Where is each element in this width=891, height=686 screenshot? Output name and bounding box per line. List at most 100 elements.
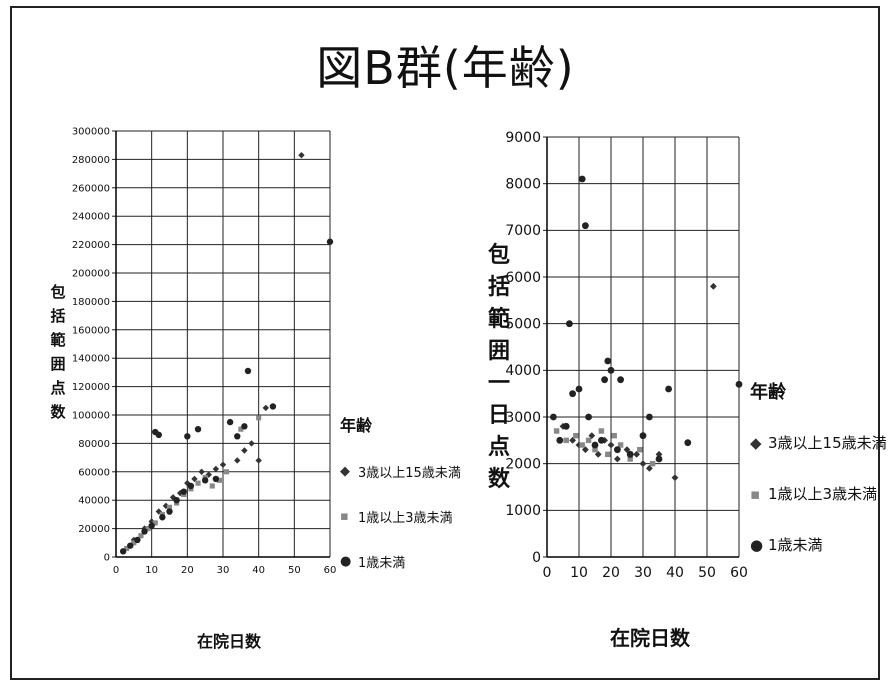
data-point	[191, 475, 198, 483]
x-tick-label: 10	[145, 565, 158, 576]
y-tick-label: 1000	[505, 503, 541, 519]
x-axis-label-left: 在院日数	[197, 632, 262, 651]
x-axis-label-right: 在院日数	[610, 626, 690, 650]
y-tick-label: 120000	[72, 382, 110, 393]
data-point	[209, 483, 215, 489]
scatter-chart-left: 0 20000 40000 60000 80000 100000 120000 140000 1…	[72, 127, 337, 577]
legend-item: ▪ 1歳以上3歳未満	[340, 507, 461, 526]
y-axis-label-char: 数	[50, 403, 66, 421]
y-axis-label-char: 包	[487, 243, 510, 268]
data-point	[145, 526, 151, 532]
data-point	[649, 460, 656, 467]
data-point	[141, 528, 148, 535]
x-tick-label: 40	[666, 565, 684, 581]
y-tick-label: 100000	[72, 411, 110, 422]
y-tick-label: 180000	[72, 297, 110, 308]
data-point	[627, 456, 633, 462]
x-tick-label: 50	[288, 565, 301, 576]
circle-marker-icon: ●	[750, 535, 764, 554]
y-axis-label-char: 点	[50, 379, 66, 397]
slide-frame	[10, 6, 880, 680]
data-point	[665, 385, 672, 393]
data-point	[735, 380, 743, 388]
data-point	[591, 441, 599, 449]
data-point	[598, 436, 605, 444]
legend-label: 1歳未満	[768, 536, 823, 554]
data-point	[234, 433, 241, 440]
data-point	[556, 436, 564, 444]
data-point	[201, 477, 209, 484]
data-point	[224, 469, 230, 475]
data-point	[134, 536, 141, 544]
data-point	[611, 432, 617, 439]
data-point	[585, 437, 592, 444]
data-point	[614, 455, 621, 463]
data-point	[569, 390, 576, 398]
data-point	[248, 440, 255, 447]
square-marker-icon: ▪	[750, 484, 761, 503]
y-tick-label: 60000	[78, 467, 110, 478]
data-point	[241, 447, 248, 454]
legend-item: ◆ 3歳以上15歳未満	[340, 462, 461, 481]
data-point	[226, 418, 234, 426]
data-point	[639, 460, 647, 468]
data-point	[550, 413, 557, 421]
data-point	[563, 437, 569, 444]
data-point	[575, 441, 583, 449]
data-point	[594, 450, 602, 458]
y-axis-label-char: 括	[50, 307, 66, 325]
x-tick-label: 60	[730, 565, 748, 581]
data-point	[155, 431, 162, 439]
y-axis-label-char: 範	[487, 307, 510, 332]
legend-label: 1歳以上3歳未満	[768, 485, 878, 503]
y-axis-label-char: 囲	[487, 339, 510, 364]
legend-title: 年齢	[750, 382, 786, 403]
y-tick-label: 280000	[72, 155, 110, 166]
y-axis-label-char: 括	[487, 275, 510, 300]
data-point	[244, 367, 252, 375]
data-point	[152, 520, 158, 526]
data-point	[256, 415, 262, 421]
data-point	[617, 442, 624, 448]
data-point	[298, 151, 305, 159]
x-tick-label: 30	[217, 565, 230, 576]
data-point	[124, 545, 130, 552]
x-tick-label: 60	[324, 565, 337, 576]
data-point	[626, 450, 634, 458]
data-point	[607, 366, 615, 374]
data-point	[578, 175, 586, 183]
data-point	[646, 464, 653, 472]
data-point	[562, 422, 570, 430]
data-point	[187, 482, 195, 490]
data-point	[238, 426, 244, 432]
legend-item: ▪ 1歳以上3歳未満	[750, 483, 887, 504]
data-point	[180, 488, 187, 495]
data-point	[216, 477, 222, 483]
data-point	[269, 403, 277, 410]
x-tick-label: 20	[602, 565, 620, 581]
legend-item: ● 1歳未満	[340, 552, 461, 571]
x-tick-label: 20	[181, 565, 194, 576]
data-point	[198, 468, 205, 475]
legend-label: 1歳未満	[358, 556, 406, 571]
data-point	[601, 376, 608, 384]
data-point	[582, 222, 589, 230]
x-tick-label: 0	[543, 565, 552, 581]
legend-label: 3歳以上15歳未満	[768, 434, 887, 452]
data-point	[598, 428, 605, 434]
data-point	[159, 514, 166, 521]
y-axis-label-char: 数	[487, 467, 510, 492]
x-tick-label: 50	[698, 565, 716, 581]
legend-label: 1歳以上3歳未満	[358, 511, 453, 526]
y-tick-label: 9000	[505, 130, 541, 146]
diamond-marker-icon: ◆	[340, 464, 350, 479]
legend-right: 年齢 ◆ 3歳以上15歳未満 ▪ 1歳以上3歳未満 ● 1歳未満	[750, 378, 887, 585]
data-point	[255, 457, 262, 464]
y-tick-label: 140000	[72, 354, 110, 365]
y-axis-label-char: 一	[487, 371, 510, 396]
y-tick-label: 8000	[505, 177, 541, 193]
data-point	[592, 446, 598, 453]
data-point	[655, 450, 663, 458]
data-point	[671, 474, 679, 482]
data-point	[582, 446, 589, 454]
